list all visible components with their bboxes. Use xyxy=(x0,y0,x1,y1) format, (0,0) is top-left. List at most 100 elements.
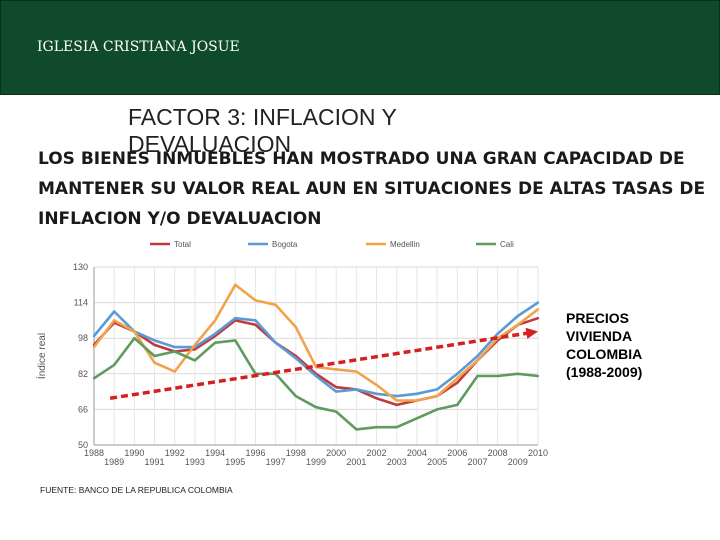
body-text: LOS BIENES INMUEBLES HAN MOSTRADO UNA GR… xyxy=(38,149,706,229)
y-tick-label: 50 xyxy=(78,440,88,450)
data-point-total xyxy=(153,343,156,347)
data-point-medellin xyxy=(415,399,419,402)
data-point-bogota xyxy=(314,374,318,378)
data-point-medellin xyxy=(294,325,298,329)
x-tick-label: 1992 xyxy=(165,448,185,458)
trend-arrow-line xyxy=(109,331,529,401)
x-tick-label: 1996 xyxy=(245,448,265,458)
chart-side-label: PRECIOS VIVIENDA COLOMBIA (1988-2009) xyxy=(566,310,643,380)
data-point-medellin xyxy=(173,370,176,373)
x-tick-label: 1988 xyxy=(84,448,104,458)
data-point-medellin xyxy=(516,323,520,327)
data-point-medellin xyxy=(456,377,459,380)
x-tick-label: 2007 xyxy=(467,457,487,467)
data-point-cali xyxy=(173,350,176,353)
data-point-medellin xyxy=(213,319,217,322)
y-axis-title: Índice real xyxy=(35,333,48,379)
data-point-total xyxy=(456,381,459,384)
data-point-bogota xyxy=(234,316,237,320)
data-point-bogota xyxy=(274,341,277,344)
y-tick-label: 82 xyxy=(78,369,88,379)
data-point-bogota xyxy=(395,394,398,398)
data-point-bogota xyxy=(435,388,439,391)
data-point-total xyxy=(334,385,338,389)
x-tick-label: 1997 xyxy=(266,457,286,467)
x-tick-label: 2010 xyxy=(528,448,548,458)
data-point-bogota xyxy=(173,345,176,349)
x-tick-label: 1989 xyxy=(104,457,124,467)
data-point-cali xyxy=(496,374,499,378)
data-point-cali xyxy=(536,374,540,378)
data-point-cali xyxy=(234,339,237,342)
data-point-medellin xyxy=(435,394,439,398)
x-tick-label: 2009 xyxy=(508,457,528,467)
header-title: IGLESIA CRISTIANA JOSUE xyxy=(37,39,240,55)
data-point-cali xyxy=(456,403,459,407)
data-point-cali xyxy=(133,337,136,340)
slide-title: FACTOR 3: INFLACION Y DEVALUACION xyxy=(128,104,397,157)
x-tick-label: 1990 xyxy=(124,448,144,458)
data-point-total xyxy=(193,348,197,351)
data-point-bogota xyxy=(415,392,419,396)
data-point-medellin xyxy=(395,399,398,402)
data-point-bogota xyxy=(254,319,257,322)
legend-label: Bogota xyxy=(272,240,298,249)
data-point-bogota xyxy=(456,372,459,375)
data-point-bogota xyxy=(355,388,358,391)
data-point-bogota xyxy=(153,339,156,342)
data-point-cali xyxy=(294,394,298,398)
data-point-total xyxy=(375,397,378,400)
data-point-bogota xyxy=(476,354,479,358)
x-tick-label: 2003 xyxy=(387,457,407,467)
legend-label: Medellin xyxy=(390,240,420,249)
data-point-cali xyxy=(153,354,156,358)
data-point-bogota xyxy=(496,332,499,335)
x-tick-label: 1999 xyxy=(306,457,326,467)
x-tick-label: 1994 xyxy=(205,448,225,458)
data-point-bogota xyxy=(294,357,298,360)
data-point-bogota xyxy=(536,301,540,304)
data-point-cali xyxy=(476,374,479,378)
x-tick-label: 1998 xyxy=(286,448,306,458)
data-point-medellin xyxy=(355,370,358,373)
data-point-cali xyxy=(375,426,378,429)
header-bar: IGLESIA CRISTIANA JOSUE xyxy=(0,0,720,95)
data-point-medellin xyxy=(375,383,378,387)
y-tick-label: 98 xyxy=(78,333,88,343)
data-point-medellin xyxy=(334,368,338,371)
data-point-cali xyxy=(415,417,419,420)
line-chart: 50 66 82 98 114 130 1988 1990 1992 1994 1996 1998 20… xyxy=(35,240,548,467)
data-point-medellin xyxy=(234,283,237,286)
data-point-total xyxy=(536,316,540,320)
y-tick-label: 130 xyxy=(73,262,88,272)
data-point-cali xyxy=(193,359,197,362)
source-note: FUENTE: BANCO DE LA REPUBLICA COLOMBIA xyxy=(40,485,233,495)
legend-label: Cali xyxy=(500,240,514,249)
data-point-cali xyxy=(112,363,116,367)
data-point-medellin xyxy=(476,359,479,362)
data-point-bogota xyxy=(112,310,116,313)
data-point-medellin xyxy=(92,345,96,349)
data-point-bogota xyxy=(213,332,217,335)
x-tick-label: 1991 xyxy=(145,457,165,467)
data-point-medellin xyxy=(193,343,197,347)
x-tick-label: 2006 xyxy=(447,448,467,458)
data-point-cali xyxy=(92,377,96,380)
data-point-cali xyxy=(516,372,520,375)
x-tick-label: 2000 xyxy=(326,448,346,458)
data-point-bogota xyxy=(334,390,338,393)
x-tick-label: 1993 xyxy=(185,457,205,467)
data-point-total xyxy=(395,403,398,407)
data-point-medellin xyxy=(254,299,257,302)
data-point-medellin xyxy=(133,330,136,333)
x-tick-label: 1995 xyxy=(225,457,245,467)
x-tick-label: 2001 xyxy=(346,457,366,467)
x-tick-label: 2005 xyxy=(427,457,447,467)
y-tick-label: 114 xyxy=(74,298,88,308)
data-point-medellin xyxy=(112,319,116,322)
data-point-bogota xyxy=(92,334,96,338)
data-point-bogota xyxy=(375,392,378,396)
data-point-medellin xyxy=(536,308,540,311)
data-point-medellin xyxy=(274,303,277,307)
data-point-cali xyxy=(355,428,358,431)
